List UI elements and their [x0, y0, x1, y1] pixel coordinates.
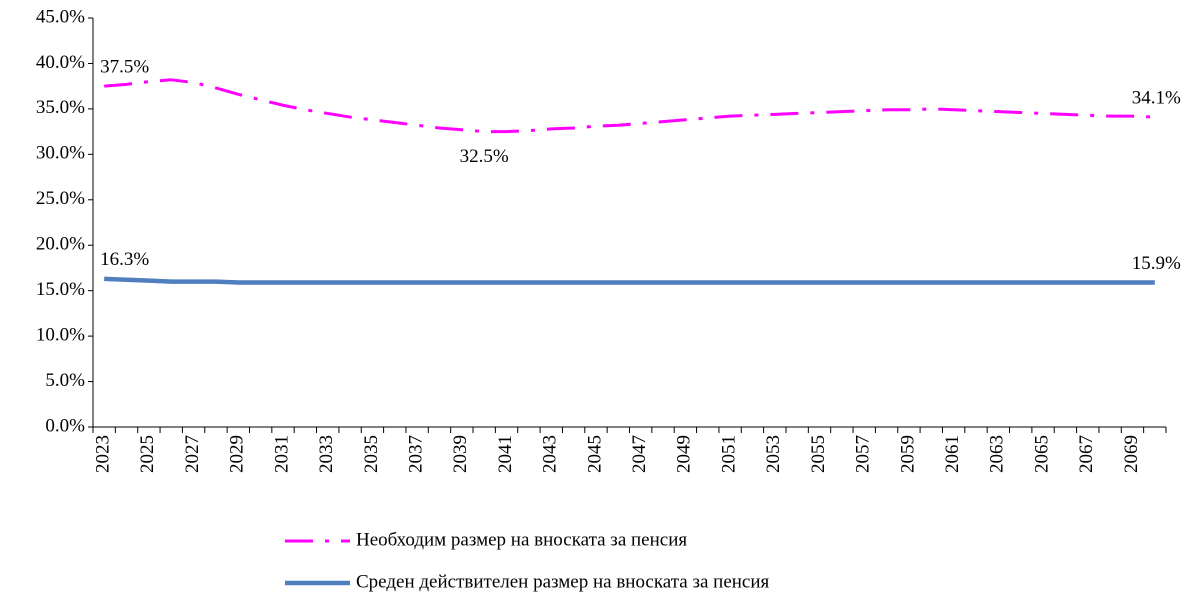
y-tick-label: 30.0% — [36, 143, 85, 164]
x-tick-label: 2067 — [1076, 435, 1097, 473]
y-tick-label: 45.0% — [36, 6, 85, 27]
data-label: 16.3% — [100, 249, 149, 270]
x-tick-label: 2025 — [137, 435, 158, 473]
y-tick-label: 15.0% — [36, 279, 85, 300]
legend-label: Среден действителен размер на вноската з… — [356, 571, 770, 592]
y-tick-label: 0.0% — [45, 415, 85, 436]
x-tick-label: 2049 — [674, 435, 695, 473]
x-tick-label: 2031 — [271, 435, 292, 473]
legend-label: Необходим размер на вноската за пенсия — [356, 529, 687, 550]
x-tick-label: 2065 — [1031, 435, 1052, 473]
series-line — [104, 276, 1155, 285]
x-tick-label: 2023 — [93, 435, 114, 473]
data-label: 34.1% — [1132, 87, 1181, 108]
x-tick-label: 2033 — [316, 435, 337, 473]
x-tick-label: 2029 — [227, 435, 248, 473]
y-tick-label: 5.0% — [45, 370, 85, 391]
x-tick-label: 2035 — [361, 435, 382, 473]
x-tick-label: 2061 — [942, 435, 963, 473]
x-tick-label: 2051 — [718, 435, 739, 473]
x-tick-label: 2037 — [405, 435, 426, 473]
y-tick-label: 20.0% — [36, 234, 85, 255]
x-tick-label: 2069 — [1121, 435, 1142, 473]
x-tick-label: 2055 — [808, 435, 829, 473]
y-tick-label: 35.0% — [36, 97, 85, 118]
series-line — [104, 78, 1155, 134]
x-tick-label: 2059 — [897, 435, 918, 473]
x-tick-label: 2053 — [763, 435, 784, 473]
x-tick-label: 2057 — [853, 435, 874, 473]
x-tick-label: 2047 — [629, 435, 650, 473]
y-tick-label: 10.0% — [36, 324, 85, 345]
data-label: 15.9% — [1132, 253, 1181, 274]
x-tick-label: 2043 — [540, 435, 561, 473]
y-tick-label: 25.0% — [36, 188, 85, 209]
data-label: 32.5% — [460, 146, 509, 167]
data-label: 37.5% — [100, 57, 149, 78]
y-tick-label: 40.0% — [36, 52, 85, 73]
x-tick-label: 2063 — [987, 435, 1008, 473]
x-tick-label: 2041 — [495, 435, 516, 473]
x-tick-label: 2039 — [450, 435, 471, 473]
x-tick-label: 2027 — [182, 435, 203, 473]
x-tick-label: 2045 — [584, 435, 605, 473]
